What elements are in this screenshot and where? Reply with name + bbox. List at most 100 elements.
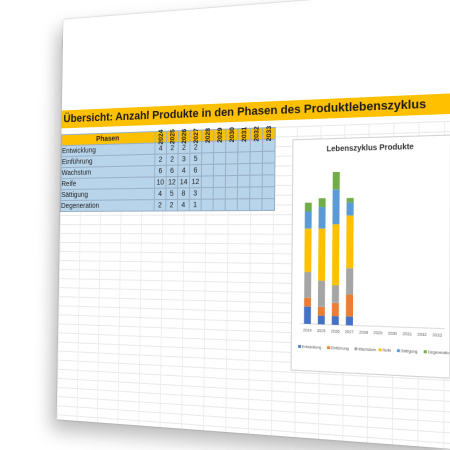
- bar-segment-reife[interactable]: [318, 229, 325, 281]
- value-cell[interactable]: [237, 199, 249, 211]
- value-cell[interactable]: [262, 199, 275, 211]
- bar-segment-degeneration[interactable]: [333, 172, 340, 189]
- bar-segment-sättigung[interactable]: [332, 189, 339, 224]
- bar-segment-sättigung[interactable]: [318, 207, 325, 229]
- bar-segment-entwicklung[interactable]: [346, 316, 353, 325]
- value-cell[interactable]: 14: [178, 176, 190, 188]
- bar-segment-einführung[interactable]: [318, 307, 325, 316]
- value-cell[interactable]: [213, 164, 225, 176]
- value-cell[interactable]: [202, 153, 214, 165]
- value-cell[interactable]: 2: [154, 200, 166, 211]
- phase-name-cell[interactable]: Degeneration: [61, 200, 155, 212]
- bar-segment-reife[interactable]: [304, 229, 311, 272]
- bar-segment-wachstum[interactable]: [318, 281, 325, 307]
- value-cell[interactable]: 3: [189, 188, 201, 200]
- value-cell[interactable]: [201, 164, 213, 176]
- year-header[interactable]: 2031: [238, 128, 250, 140]
- value-cell[interactable]: [226, 152, 238, 164]
- year-header[interactable]: 2032: [250, 128, 262, 140]
- value-cell[interactable]: 5: [166, 188, 178, 200]
- x-tick-label: 2027: [345, 330, 354, 335]
- bar-segment-einführung[interactable]: [304, 298, 311, 307]
- value-cell[interactable]: 6: [190, 165, 202, 177]
- year-header-label: 2031: [241, 127, 248, 143]
- value-cell[interactable]: [225, 175, 237, 187]
- year-header[interactable]: 2026: [178, 130, 190, 142]
- x-tick-label: 2026: [331, 329, 340, 334]
- value-cell[interactable]: [213, 176, 225, 188]
- value-cell[interactable]: 5: [190, 153, 202, 165]
- value-cell[interactable]: 2: [166, 199, 178, 211]
- value-cell[interactable]: [214, 152, 226, 164]
- value-cell[interactable]: 4: [177, 199, 189, 211]
- year-header[interactable]: 2025: [167, 131, 179, 143]
- value-cell[interactable]: 1: [189, 199, 201, 211]
- value-cell[interactable]: [225, 187, 237, 199]
- bar-segment-degeneration[interactable]: [305, 203, 312, 212]
- bar-segment-wachstum[interactable]: [346, 268, 353, 295]
- bar-segment-sättigung[interactable]: [347, 202, 354, 215]
- bar-segment-reife[interactable]: [346, 215, 353, 268]
- bar-segment-entwicklung[interactable]: [332, 316, 339, 325]
- year-header[interactable]: 2027: [190, 130, 202, 142]
- lifecycle-chart[interactable]: Lebenszyklus Produkte 2024 2025 2026 2027 20…: [291, 134, 450, 378]
- value-cell[interactable]: [250, 151, 262, 163]
- bar-segment-sättigung[interactable]: [305, 211, 312, 228]
- value-cell[interactable]: 2: [155, 154, 167, 166]
- value-cell[interactable]: 2: [166, 154, 178, 166]
- value-cell[interactable]: [201, 199, 213, 211]
- value-cell[interactable]: 3: [178, 153, 190, 165]
- value-cell[interactable]: [225, 199, 237, 211]
- value-cell[interactable]: [250, 163, 262, 175]
- bar-segment-wachstum[interactable]: [332, 285, 339, 303]
- value-cell[interactable]: 12: [189, 176, 201, 188]
- value-cell[interactable]: [201, 176, 213, 188]
- value-cell[interactable]: 6: [166, 165, 178, 177]
- bar-segment-degeneration[interactable]: [319, 198, 326, 207]
- value-cell[interactable]: [237, 187, 249, 199]
- value-cell[interactable]: [213, 187, 225, 199]
- year-header-label: 2033: [265, 126, 272, 142]
- bar-segment-einführung[interactable]: [346, 294, 353, 316]
- bar-segment-wachstum[interactable]: [304, 272, 311, 298]
- value-cell[interactable]: 4: [178, 165, 190, 177]
- value-cell[interactable]: [238, 175, 250, 187]
- phase-name-cell[interactable]: Sättigung: [61, 188, 155, 200]
- legend-label: Entwicklung: [302, 345, 322, 350]
- legend-swatch: [355, 347, 358, 350]
- value-cell[interactable]: [250, 199, 263, 211]
- value-cell[interactable]: [238, 152, 250, 164]
- year-header[interactable]: 2029: [214, 129, 226, 141]
- value-cell[interactable]: [201, 187, 213, 199]
- legend-label: Einführung: [331, 346, 349, 351]
- bar-segment-entwicklung[interactable]: [304, 306, 311, 324]
- value-cell[interactable]: [225, 164, 237, 176]
- legend-label: Sättigung: [401, 349, 418, 354]
- legend-swatch: [298, 345, 301, 348]
- x-tick-label: 2025: [317, 329, 326, 334]
- value-cell[interactable]: [250, 187, 263, 199]
- value-cell[interactable]: 12: [166, 177, 178, 189]
- year-header[interactable]: 2028: [202, 130, 214, 142]
- value-cell[interactable]: [250, 175, 263, 187]
- value-cell[interactable]: [262, 187, 275, 199]
- value-cell[interactable]: [262, 163, 275, 175]
- x-tick-label: 2031: [403, 332, 412, 337]
- value-cell[interactable]: [213, 199, 225, 211]
- value-cell[interactable]: 8: [178, 188, 190, 200]
- bar-segment-einführung[interactable]: [332, 303, 339, 316]
- value-cell[interactable]: [238, 163, 250, 175]
- year-header[interactable]: 2024: [155, 131, 167, 143]
- bar-segment-reife[interactable]: [332, 224, 339, 285]
- year-header[interactable]: 2033: [263, 127, 276, 139]
- value-cell[interactable]: [262, 151, 275, 163]
- bar-segment-entwicklung[interactable]: [318, 316, 325, 325]
- value-cell[interactable]: 4: [154, 188, 166, 200]
- value-cell[interactable]: [262, 175, 275, 187]
- year-header-label: 2030: [228, 127, 235, 143]
- year-header[interactable]: 2030: [226, 129, 238, 141]
- value-cell[interactable]: 6: [155, 165, 167, 177]
- legend-label: Reife: [382, 348, 391, 353]
- value-cell[interactable]: 10: [154, 177, 166, 189]
- bar-segment-degeneration[interactable]: [347, 198, 354, 202]
